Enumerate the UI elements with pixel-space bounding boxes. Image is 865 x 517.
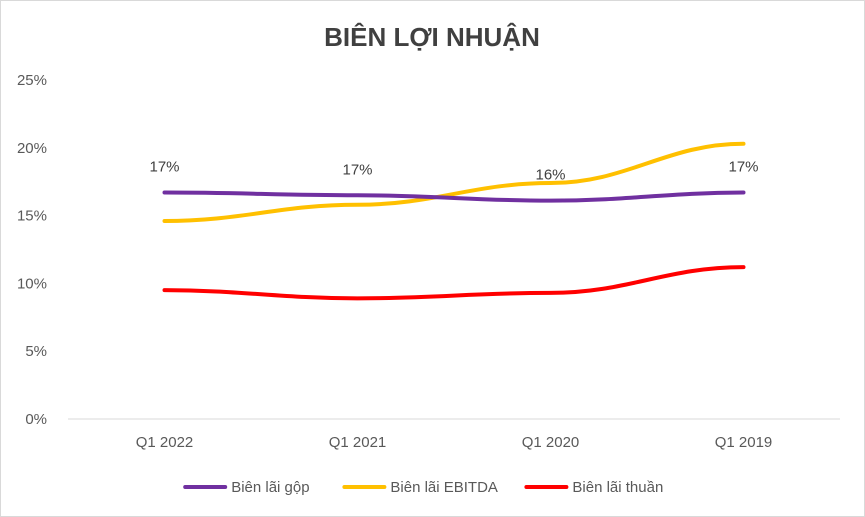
data-label: 17% <box>149 159 179 176</box>
legend-label: Biên lãi EBITDA <box>390 479 498 496</box>
data-label: 17% <box>342 161 372 178</box>
legend: Biên lãi gộp Biên lãi EBITDA Biên lãi thuầ… <box>183 479 663 496</box>
series-line <box>162 265 746 301</box>
x-axis-ticks: Q1 2022 Q1 2021 Q1 2020 Q1 2019 <box>136 434 773 451</box>
y-tick-label: 0% <box>25 411 47 428</box>
y-tick-label: 5% <box>25 343 47 360</box>
series-lines <box>162 141 746 301</box>
x-tick-label: Q1 2020 <box>522 434 580 451</box>
chart-title: BIÊN LỢI NHUẬN <box>324 22 540 52</box>
series-line <box>162 141 746 224</box>
legend-label: Biên lãi thuần <box>572 479 663 496</box>
x-tick-label: Q1 2022 <box>136 434 194 451</box>
data-label: 17% <box>728 159 758 176</box>
y-tick-label: 15% <box>17 208 47 225</box>
data-labels: 17% 17% 16% 17% <box>149 159 758 184</box>
y-axis-ticks: 0% 5% 10% 15% 20% 25% <box>17 72 47 428</box>
x-tick-label: Q1 2019 <box>715 434 773 451</box>
y-tick-label: 10% <box>17 275 47 292</box>
data-label: 16% <box>535 167 565 184</box>
x-tick-label: Q1 2021 <box>329 434 387 451</box>
y-tick-label: 20% <box>17 140 47 157</box>
y-tick-label: 25% <box>17 72 47 89</box>
series-line <box>162 190 746 203</box>
legend-label: Biên lãi gộp <box>231 479 309 496</box>
